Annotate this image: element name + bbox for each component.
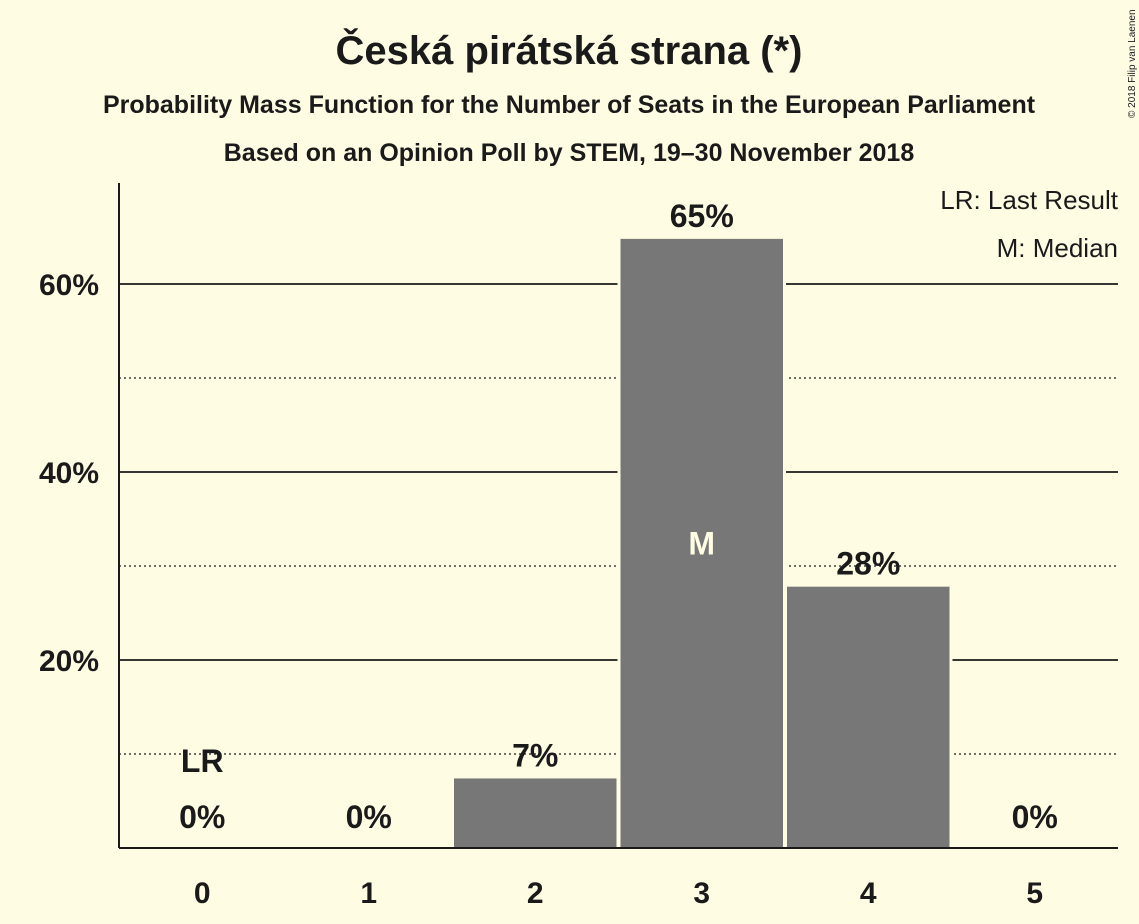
bar-value-label: 7% (512, 737, 558, 773)
x-tick-label: 0 (194, 877, 211, 910)
bar-value-label: 65% (670, 198, 734, 234)
last-result-marker: LR (181, 743, 224, 779)
legend-last-result: LR: Last Result (940, 185, 1119, 215)
chart-subtitle: Probability Mass Function for the Number… (103, 91, 1036, 119)
copyright-notice: © 2018 Filip van Laenen (1127, 9, 1138, 118)
chart-title: Česká pirátská strana (*) (336, 27, 803, 73)
y-tick-label: 60% (39, 269, 99, 302)
bar-2 (454, 778, 617, 848)
bar-value-label: 0% (1012, 799, 1058, 835)
median-marker: M (688, 525, 715, 561)
legend-median: M: Median (997, 233, 1118, 263)
x-tick-label: 1 (360, 877, 377, 910)
x-tick-label: 3 (693, 877, 710, 910)
bar-value-label: 0% (179, 799, 225, 835)
y-tick-label: 40% (39, 457, 99, 490)
x-tick-label: 2 (527, 877, 544, 910)
x-tick-label: 4 (860, 877, 877, 910)
bar-value-label: 0% (346, 799, 392, 835)
chart-subtitle-poll: Based on an Opinion Poll by STEM, 19–30 … (224, 139, 915, 167)
bar-3 (620, 238, 783, 848)
x-tick-label: 5 (1026, 877, 1043, 910)
bars (451, 237, 953, 848)
bar-value-label: 28% (836, 546, 900, 582)
y-tick-label: 20% (39, 645, 99, 678)
bar-4 (787, 586, 950, 848)
